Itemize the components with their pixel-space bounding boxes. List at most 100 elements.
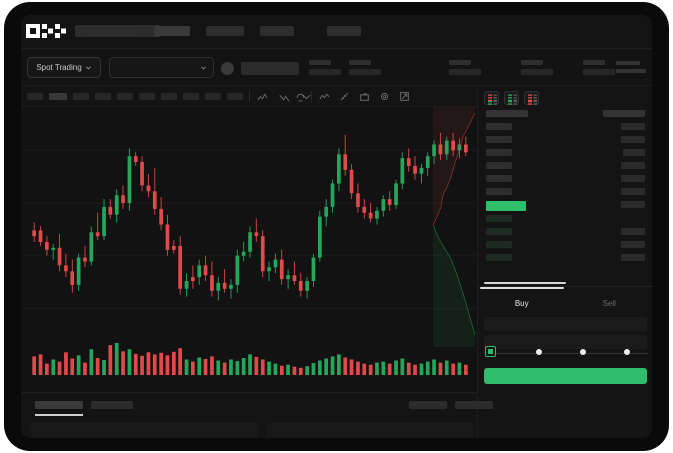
- device-frame: Spot Trading: [4, 2, 669, 451]
- depth-chart-overlay: [429, 107, 477, 347]
- interval-8[interactable]: [183, 93, 199, 100]
- camera-icon[interactable]: [359, 91, 370, 102]
- order-book-ask-price[interactable]: [486, 123, 512, 130]
- trading-pair-select[interactable]: [109, 57, 214, 78]
- ticker-stat-turnover: [583, 60, 615, 75]
- order-book-ask-price[interactable]: [486, 162, 512, 169]
- orders-panel: [21, 392, 477, 438]
- ticker-stat-high-label: [349, 60, 371, 65]
- order-book-ask-price[interactable]: [486, 136, 512, 143]
- order-book-ask-amount: [623, 149, 645, 156]
- interval-3[interactable]: [73, 93, 89, 100]
- chevron-down-icon: [85, 64, 92, 71]
- interval-1[interactable]: [27, 93, 43, 100]
- order-book-ask-price[interactable]: [486, 175, 512, 182]
- orderbook-mode-both-icon[interactable]: [484, 91, 499, 105]
- active-tab-indicator: [480, 287, 564, 289]
- order-book-bid-price[interactable]: [486, 241, 512, 248]
- amount-slider-stop-4[interactable]: [624, 349, 630, 355]
- tab-buy[interactable]: Buy: [478, 293, 566, 315]
- nav-item-1[interactable]: [87, 26, 135, 36]
- ticker-stat-high: [349, 60, 381, 75]
- nav-item-5[interactable]: [327, 26, 361, 36]
- interval-6[interactable]: [139, 93, 155, 100]
- ticker-stat-turnover-value: [583, 69, 615, 75]
- interval-9[interactable]: [205, 93, 221, 100]
- order-book-column-header-price: [486, 110, 528, 117]
- orderbook-mode-asks-icon-glyph: [525, 92, 540, 106]
- volume-series: [21, 107, 477, 392]
- ticker-stat-change-label: [309, 60, 331, 65]
- interval-4[interactable]: [95, 93, 111, 100]
- indicator-icon[interactable]: [257, 91, 268, 102]
- orderbook-mode-both-icon-glyph: [485, 92, 500, 106]
- ticker-stat-change: [309, 60, 341, 75]
- ticker-stat-volume-value: [449, 69, 481, 75]
- nav-item-2[interactable]: [154, 26, 190, 36]
- compare-icon[interactable]: [279, 91, 290, 102]
- amount-slider-stop-2[interactable]: [536, 349, 542, 355]
- interval-10[interactable]: [227, 93, 243, 100]
- tab-buy-label: Buy: [515, 299, 529, 308]
- chart-toolbar: [21, 86, 477, 107]
- toolbar-divider-1: [249, 91, 250, 102]
- orderbook-mode-asks-icon[interactable]: [524, 91, 539, 105]
- nav-item-3[interactable]: [206, 26, 244, 36]
- ruler-icon[interactable]: [339, 91, 350, 102]
- market-menu-line-1: [616, 61, 640, 65]
- bottom-action-2[interactable]: [455, 401, 493, 409]
- bottom-card-right: [267, 423, 473, 438]
- ticker-stat-change-value: [309, 69, 341, 75]
- orderbook-mode-bids-icon[interactable]: [504, 91, 519, 105]
- chevron-down-icon[interactable]: [301, 91, 312, 102]
- amount-slider-stop-3[interactable]: [580, 349, 586, 355]
- order-book-spread: [486, 201, 526, 211]
- trade-form: Buy Sell: [477, 286, 652, 438]
- interval-7[interactable]: [161, 93, 177, 100]
- price-chart[interactable]: [21, 107, 477, 392]
- tab-sell-label: Sell: [603, 299, 616, 308]
- bottom-tab-open-orders[interactable]: [35, 401, 83, 409]
- okx-logo[interactable]: [26, 24, 68, 38]
- order-book-spread-amount: [621, 201, 645, 208]
- order-book-ask-price[interactable]: [486, 149, 512, 156]
- order-book: [477, 86, 652, 286]
- ticker-stat-low: [521, 60, 553, 75]
- nav-item-4[interactable]: [260, 26, 294, 36]
- buy-sell-tabs: Buy Sell: [478, 293, 652, 315]
- bottom-tab-order-history[interactable]: [91, 401, 133, 409]
- order-price-field[interactable]: [484, 317, 647, 331]
- interval-2[interactable]: [49, 93, 67, 100]
- order-book-bid-price[interactable]: [486, 215, 512, 222]
- settings-icon[interactable]: [379, 91, 390, 102]
- orderbook-mode-bids-icon-glyph: [505, 92, 520, 106]
- amount-slider-knob[interactable]: [485, 346, 496, 357]
- spot-trading-label: Spot Trading: [36, 63, 81, 72]
- interval-5[interactable]: [117, 93, 133, 100]
- order-book-bid-amount: [621, 228, 645, 235]
- ticker-stat-turnover-label: [583, 60, 605, 65]
- bottom-action-1[interactable]: [409, 401, 447, 409]
- tab-sell[interactable]: Sell: [566, 293, 653, 315]
- spot-trading-selector[interactable]: Spot Trading: [27, 57, 101, 78]
- order-book-column-header-amount: [603, 110, 645, 117]
- order-book-ask-price[interactable]: [486, 188, 512, 195]
- order-book-bid-price[interactable]: [486, 228, 512, 235]
- ticker-stat-volume: [449, 60, 481, 75]
- order-book-bid-amount: [621, 254, 645, 261]
- order-book-scrollbar[interactable]: [484, 282, 566, 284]
- order-book-bid-price[interactable]: [486, 254, 512, 261]
- coin-avatar: [221, 62, 234, 75]
- ticker-stat-low-value: [521, 69, 553, 75]
- submit-order-button[interactable]: [484, 368, 647, 384]
- line-chart-icon[interactable]: [319, 91, 330, 102]
- app-screen: Spot Trading: [21, 15, 652, 438]
- market-toolbar: Spot Trading: [21, 49, 652, 86]
- order-book-ask-amount: [621, 188, 645, 195]
- order-book-ask-amount: [621, 175, 645, 182]
- fullscreen-icon[interactable]: [399, 91, 410, 102]
- order-amount-field[interactable]: [484, 335, 647, 349]
- order-book-bid-amount: [621, 241, 645, 248]
- ticker-stat-volume-label: [449, 60, 471, 65]
- market-menu-line-2: [616, 69, 646, 73]
